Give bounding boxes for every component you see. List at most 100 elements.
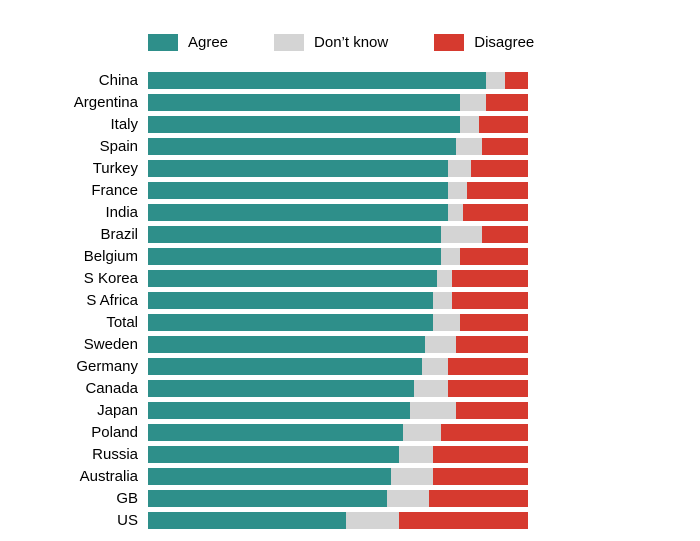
bar-segment-don-t-know	[402, 423, 441, 441]
chart-row: Brazil	[0, 223, 700, 245]
stacked-bar	[148, 269, 528, 287]
chart-row: France	[0, 179, 700, 201]
bar-segment-agree	[148, 137, 456, 155]
bar-segment-don-t-know	[345, 511, 399, 529]
stacked-bar	[148, 71, 528, 89]
stacked-bar	[148, 137, 528, 155]
category-label: Australia	[79, 467, 138, 485]
stacked-bar	[148, 423, 528, 441]
legend-label-disagree: Disagree	[474, 34, 535, 51]
bar-segment-agree	[148, 203, 449, 221]
category-label: S Africa	[86, 291, 138, 309]
bar-segment-agree	[148, 335, 426, 353]
bar-segment-agree	[148, 115, 460, 133]
disagree-swatch	[434, 34, 465, 51]
chart-row: S Africa	[0, 289, 700, 311]
category-label: Japan	[97, 401, 138, 419]
legend-label-agree: Agree	[188, 34, 229, 51]
bar-segment-don-t-know	[448, 159, 471, 177]
stacked-bar	[148, 313, 528, 331]
chart-row: US	[0, 509, 700, 531]
bar-segment-don-t-know	[459, 115, 479, 133]
stacked-bar	[148, 291, 528, 309]
bar-segment-disagree	[440, 423, 528, 441]
chart-row: Argentina	[0, 91, 700, 113]
legend-item-agree: Agree	[148, 34, 228, 51]
legend-label-dont-know: Don’t know	[314, 34, 389, 51]
bar-segment-disagree	[459, 313, 528, 331]
bar-segment-disagree	[470, 159, 528, 177]
bar-segment-disagree	[455, 335, 528, 353]
bar-segment-disagree	[448, 357, 528, 375]
chart-row: Poland	[0, 421, 700, 443]
bar-segment-don-t-know	[448, 181, 468, 199]
stacked-bar	[148, 401, 528, 419]
category-label: France	[91, 181, 138, 199]
bar-segment-disagree	[505, 71, 528, 89]
bar-segment-agree	[148, 71, 487, 89]
bar-segment-don-t-know	[414, 379, 449, 397]
legend: Agree Don’t know Disagree	[0, 0, 700, 51]
bar-segment-agree	[148, 357, 422, 375]
bar-segment-agree	[148, 379, 414, 397]
bar-segment-disagree	[459, 247, 528, 265]
stacked-bar	[148, 511, 528, 529]
stacked-bar	[148, 225, 528, 243]
category-label: S Korea	[83, 269, 138, 287]
category-label: Brazil	[100, 225, 138, 243]
category-label: Spain	[99, 137, 138, 155]
bar-segment-agree	[148, 291, 433, 309]
bar-segment-agree	[148, 511, 346, 529]
bar-segment-agree	[148, 269, 437, 287]
chart-row: Spain	[0, 135, 700, 157]
category-label: Belgium	[83, 247, 138, 265]
stacked-bar	[148, 335, 528, 353]
bar-segment-don-t-know	[436, 269, 452, 287]
bar-segment-agree	[148, 467, 392, 485]
stacked-bar	[148, 115, 528, 133]
bar-segment-disagree	[478, 115, 528, 133]
stacked-bar	[148, 181, 528, 199]
chart-row: Italy	[0, 113, 700, 135]
chart-row: India	[0, 201, 700, 223]
category-label: Turkey	[92, 159, 138, 177]
bar-segment-agree	[148, 401, 411, 419]
stacked-bar	[148, 93, 528, 111]
chart-row: Canada	[0, 377, 700, 399]
stacked-bar	[148, 203, 528, 221]
bar-segment-don-t-know	[440, 225, 483, 243]
legend-item-dont-know: Don’t know	[274, 34, 388, 51]
bar-segment-disagree	[463, 203, 528, 221]
bar-segment-disagree	[451, 269, 528, 287]
stacked-bar	[148, 247, 528, 265]
bar-segment-don-t-know	[486, 71, 506, 89]
chart-row: Belgium	[0, 245, 700, 267]
bar-segment-disagree	[429, 489, 528, 507]
category-label: GB	[116, 489, 138, 507]
category-label: Total	[106, 313, 138, 331]
bar-segment-don-t-know	[440, 247, 460, 265]
stacked-bar	[148, 489, 528, 507]
chart-row: Germany	[0, 355, 700, 377]
category-label: Canada	[85, 379, 138, 397]
bar-segment-don-t-know	[391, 467, 433, 485]
category-label: Sweden	[83, 335, 138, 353]
category-label: China	[98, 71, 138, 89]
bar-segment-disagree	[452, 291, 528, 309]
bar-segment-disagree	[486, 93, 528, 111]
chart-row: S Korea	[0, 267, 700, 289]
bar-segment-disagree	[482, 225, 528, 243]
bar-segment-disagree	[432, 467, 528, 485]
category-label: Russia	[92, 445, 138, 463]
bar-segment-agree	[148, 159, 449, 177]
bar-segment-agree	[148, 445, 399, 463]
bar-segment-disagree	[448, 379, 528, 397]
bar-segment-agree	[148, 313, 433, 331]
chart-row: Turkey	[0, 157, 700, 179]
chart-row: China	[0, 69, 700, 91]
stacked-bar	[148, 357, 528, 375]
bar-segment-don-t-know	[433, 313, 460, 331]
stacked-bar	[148, 159, 528, 177]
bar-segment-disagree	[432, 445, 528, 463]
